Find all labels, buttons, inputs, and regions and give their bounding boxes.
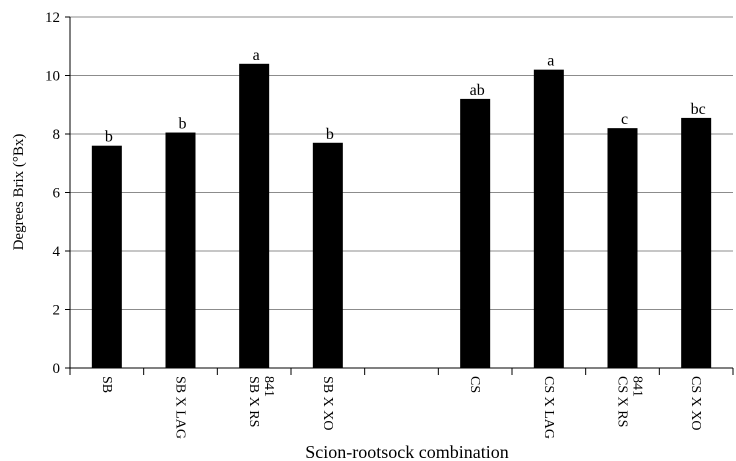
y-tick-label: 4 [53, 244, 61, 260]
significance-letter: b [326, 126, 334, 143]
x-axis-title: Scion-rootsock combination [305, 442, 508, 461]
y-tick-label: 8 [53, 127, 61, 143]
significance-letter: bc [691, 101, 706, 118]
bar [239, 64, 269, 368]
bar [608, 128, 638, 368]
x-tick-label: SB [99, 376, 114, 393]
bar [313, 143, 343, 368]
x-tick-label: SB X LAG [173, 376, 188, 439]
y-axis-title: Degrees Brix (°Bx) [11, 134, 27, 251]
significance-letter: c [621, 111, 628, 128]
x-tick-label: CS X LAG [541, 376, 556, 439]
bar [166, 133, 196, 368]
significance-letter: a [547, 53, 554, 70]
bar [534, 70, 564, 368]
y-tick-label: 12 [45, 10, 60, 26]
bar [460, 99, 490, 368]
significance-letter: b [105, 129, 113, 146]
x-tick-label: CS X XO [688, 376, 703, 430]
x-tick-label: CS [467, 376, 482, 393]
y-tick-label: 2 [53, 303, 61, 319]
y-tick-label: 10 [45, 69, 60, 85]
significance-letter: a [253, 47, 260, 64]
bar [92, 146, 122, 368]
y-tick-label: 6 [53, 186, 61, 202]
bar [681, 118, 711, 368]
bars [92, 64, 711, 368]
significance-letter: b [179, 116, 187, 133]
significance-letter: ab [470, 82, 485, 99]
x-tick-label: SB X XO [320, 376, 335, 430]
x-tick-label: CS X RS841 [615, 376, 645, 427]
y-tick-label: 0 [53, 361, 61, 377]
x-tick-label: SB X RS841 [246, 376, 276, 427]
